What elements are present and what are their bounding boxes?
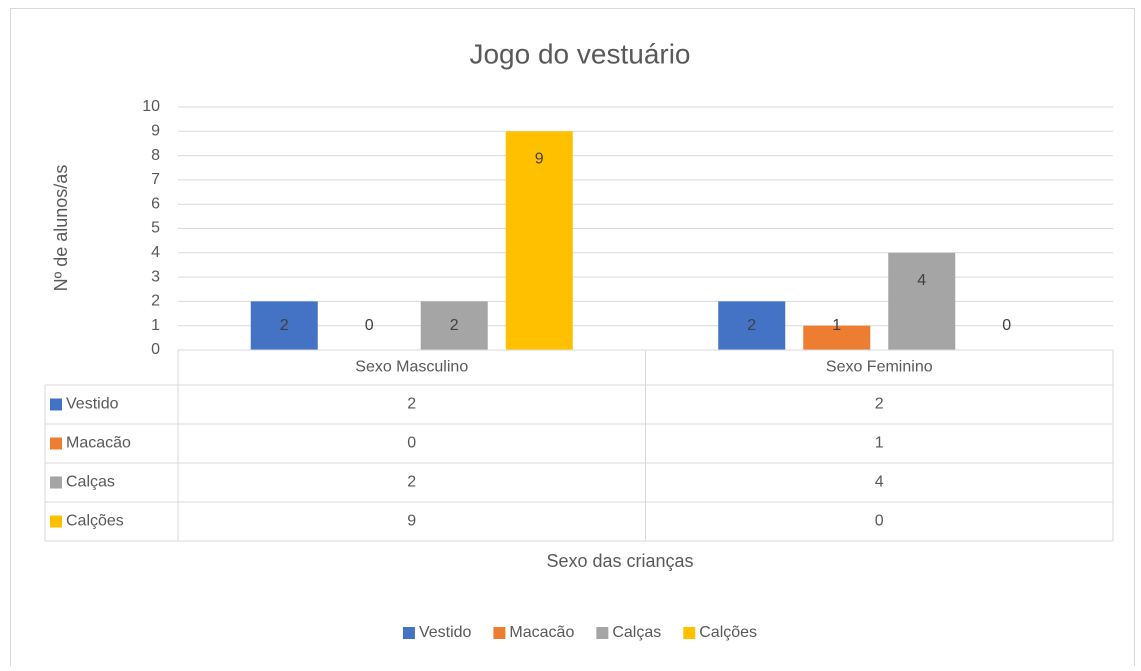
- bar: [718, 301, 786, 350]
- table-cell: 0: [875, 513, 884, 530]
- legend-key: [596, 627, 609, 639]
- data-label: 9: [535, 151, 544, 168]
- legend-key: [493, 627, 506, 639]
- x-tick-label: Sexo Feminino: [826, 359, 933, 376]
- data-label: 0: [365, 317, 374, 334]
- y-tick-label: 3: [151, 268, 160, 285]
- chart-title: Jogo do vestuário: [469, 38, 690, 69]
- table-cell: 2: [875, 396, 884, 413]
- data-label: 2: [747, 317, 756, 334]
- legend-label: Vestido: [419, 624, 472, 641]
- y-tick-label: 0: [151, 341, 160, 358]
- data-label: 0: [1002, 317, 1011, 334]
- y-tick-label: 2: [151, 293, 160, 310]
- legend-label: Macacão: [509, 624, 574, 641]
- table-cell: 1: [875, 435, 884, 452]
- legend-key: [683, 627, 696, 639]
- x-axis-title: Sexo das crianças: [546, 551, 693, 571]
- bar: [420, 301, 488, 350]
- table-cell: 0: [407, 435, 416, 452]
- data-label: 1: [832, 317, 841, 334]
- bar: [250, 301, 318, 350]
- table-legend-key: [50, 437, 62, 450]
- table-row-label: Macacão: [66, 435, 131, 452]
- y-tick-label: 8: [151, 147, 160, 164]
- data-label: 2: [280, 317, 289, 334]
- table-legend-key: [50, 398, 62, 411]
- x-tick-label: Sexo Masculino: [355, 359, 468, 376]
- table-cell: 2: [407, 474, 416, 491]
- legend-label: Calças: [612, 624, 661, 641]
- bar: [803, 325, 871, 350]
- legend-label: Calções: [699, 624, 757, 641]
- table-legend-key: [50, 476, 62, 489]
- table-cell: 9: [407, 513, 416, 530]
- data-label: 2: [450, 317, 459, 334]
- y-tick-label: 7: [151, 171, 160, 188]
- table-cell: 4: [875, 474, 884, 491]
- data-label: 4: [917, 272, 926, 289]
- y-tick-label: 5: [151, 220, 160, 237]
- y-tick-label: 9: [151, 123, 160, 140]
- legend-key: [402, 627, 415, 639]
- table-legend-key: [50, 515, 62, 528]
- y-tick-label: 4: [151, 244, 160, 261]
- bar: [888, 252, 956, 350]
- y-tick-label: 6: [151, 195, 160, 212]
- y-tick-label: 10: [142, 98, 160, 115]
- table-cell: 2: [407, 396, 416, 413]
- y-axis-title: Nº de alunos/as: [51, 165, 71, 292]
- y-tick-label: 1: [151, 317, 160, 334]
- table-row-label: Calças: [66, 474, 115, 491]
- table-row-label: Calções: [66, 513, 124, 530]
- table-row-label: Vestido: [66, 396, 119, 413]
- bar: [505, 131, 573, 350]
